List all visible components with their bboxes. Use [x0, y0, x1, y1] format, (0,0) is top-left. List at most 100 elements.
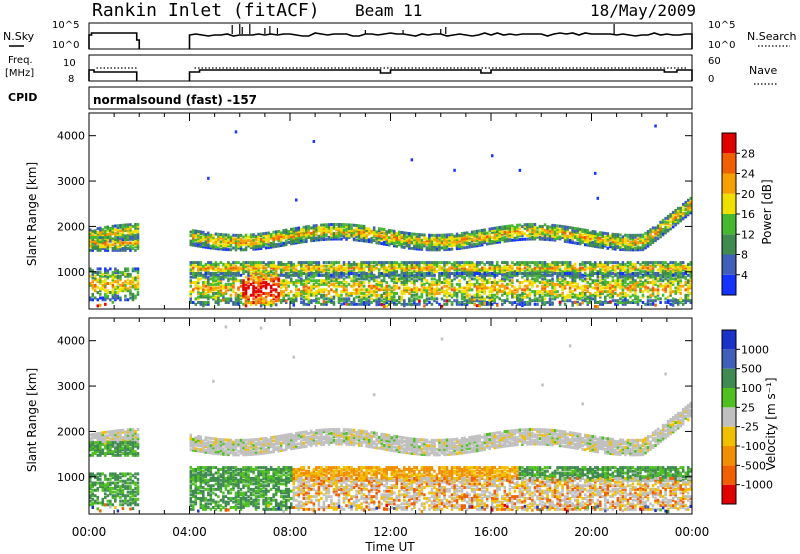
- range-cell: [478, 238, 481, 242]
- range-cell: [395, 279, 399, 283]
- range-cell: [624, 301, 627, 305]
- range-cell: [393, 235, 396, 239]
- range-cell: [307, 232, 311, 236]
- range-cell: [362, 226, 366, 230]
- range-cell: [300, 262, 303, 266]
- range-cell: [99, 245, 102, 249]
- range-cell: [380, 264, 383, 268]
- range-cell: [601, 240, 605, 244]
- range-cell: [272, 262, 275, 266]
- range-cell: [111, 289, 115, 293]
- range-cell: [651, 291, 655, 295]
- range-cell: [546, 293, 549, 297]
- range-cell: [192, 261, 195, 265]
- range-cell: [430, 277, 434, 281]
- range-cell: [320, 236, 323, 240]
- range-cell: [367, 232, 371, 236]
- range-cell: [506, 268, 509, 272]
- range-cell: [588, 297, 592, 301]
- range-cell: [578, 238, 582, 242]
- range-cell: [465, 288, 469, 292]
- range-cell: [292, 295, 296, 299]
- range-cell: [568, 240, 572, 244]
- range-cell: [568, 238, 572, 242]
- range-cell: [541, 268, 544, 272]
- range-cell: [272, 236, 275, 240]
- range-cell: [297, 271, 301, 275]
- range-cell: [651, 226, 655, 230]
- range-cell: [244, 248, 248, 252]
- range-cell: [508, 228, 512, 232]
- range-cell: [342, 299, 346, 303]
- range-cell: [506, 297, 509, 301]
- range-cell: [129, 248, 132, 252]
- range-cell: [601, 242, 605, 246]
- range-cell: [558, 270, 562, 274]
- range-cell: [197, 237, 200, 241]
- range-cell: [516, 270, 519, 274]
- range-cell: [332, 266, 336, 270]
- range-cell: [219, 279, 223, 283]
- range-cell: [646, 239, 650, 243]
- range-cell: [523, 261, 527, 265]
- range-cell: [538, 226, 542, 230]
- range-cell: [367, 290, 371, 294]
- range-cell: [332, 271, 336, 275]
- range-cell: [287, 233, 290, 237]
- range-cell: [277, 282, 280, 286]
- range-cell: [551, 236, 554, 240]
- range-cell: [209, 295, 213, 299]
- range-cell: [340, 264, 343, 268]
- range-cell: [463, 264, 466, 268]
- range-cell: [531, 261, 534, 265]
- range-cell: [448, 235, 451, 239]
- range-cell: [357, 235, 361, 239]
- range-cell: [257, 266, 260, 270]
- range-cell: [523, 290, 527, 294]
- range-cell: [563, 230, 567, 234]
- range-cell: [274, 233, 278, 237]
- range-cell: [450, 288, 454, 292]
- range-cell: [553, 235, 557, 239]
- range-cell: [192, 229, 195, 233]
- range-cell: [352, 262, 356, 266]
- range-cell: [345, 281, 348, 285]
- range-cell: [106, 232, 110, 236]
- range-cell: [274, 303, 278, 307]
- range-cell: [395, 302, 399, 306]
- range-cell: [636, 282, 640, 286]
- range-cell: [588, 275, 592, 279]
- range-cell: [282, 295, 285, 299]
- range-cell: [644, 235, 647, 239]
- range-cell: [418, 234, 421, 238]
- range-cell: [455, 293, 459, 297]
- range-cell: [352, 288, 356, 292]
- range-cell: [257, 270, 260, 274]
- range-cell: [300, 268, 303, 272]
- range-cell: [342, 268, 346, 272]
- range-cell: [249, 271, 253, 275]
- range-cell: [249, 293, 253, 297]
- range-cell: [566, 299, 569, 303]
- range-cell: [405, 242, 409, 246]
- range-cell: [209, 262, 213, 266]
- range-cell: [254, 299, 258, 303]
- range-cell: [573, 281, 577, 285]
- range-cell: [634, 262, 637, 266]
- range-cell: [382, 235, 386, 239]
- range-cell: [415, 262, 419, 266]
- range-cell: [310, 275, 313, 279]
- range-cell: [400, 268, 404, 272]
- range-cell: [192, 273, 195, 277]
- range-cell: [398, 234, 401, 238]
- range-cell: [588, 242, 592, 246]
- range-cell: [470, 245, 474, 249]
- range-cell: [634, 297, 637, 301]
- range-cell: [350, 302, 353, 306]
- range-cell: [207, 270, 210, 274]
- range-cell: [352, 301, 356, 305]
- range-cell: [403, 279, 406, 283]
- range-cell: [305, 268, 308, 272]
- range-cell: [222, 277, 225, 281]
